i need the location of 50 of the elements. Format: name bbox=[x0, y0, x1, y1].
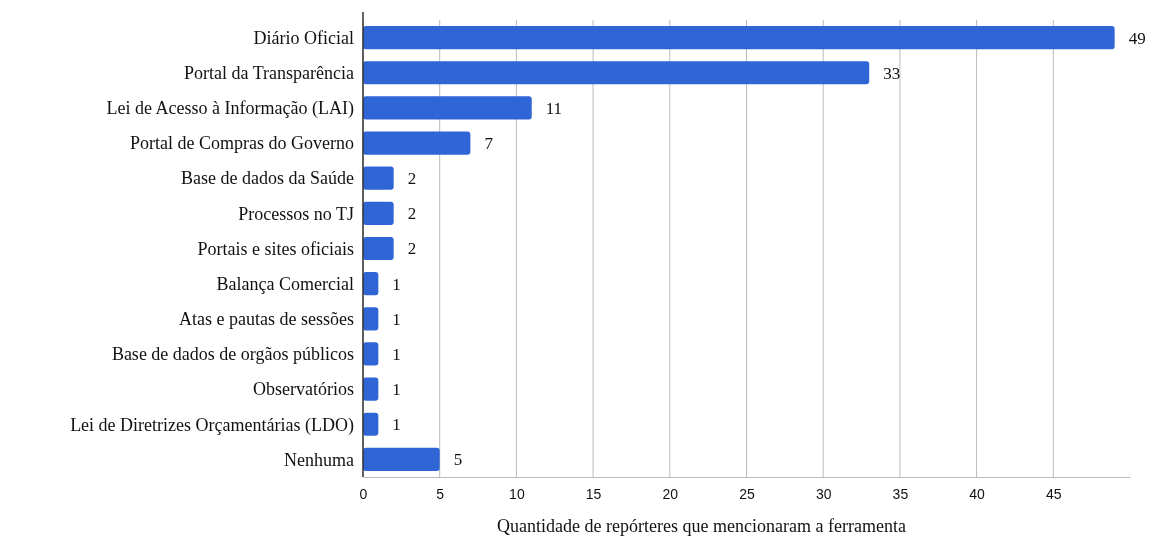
data-label: 1 bbox=[392, 309, 401, 329]
bar bbox=[363, 412, 379, 436]
y-tick-label: Observatórios bbox=[253, 379, 354, 400]
bar bbox=[363, 307, 379, 331]
bar bbox=[363, 201, 394, 225]
bar bbox=[363, 61, 870, 85]
y-tick-label: Nenhuma bbox=[284, 449, 354, 470]
data-label: 49 bbox=[1128, 28, 1146, 48]
y-tick-label: Processos no TJ bbox=[238, 203, 354, 224]
x-axis-title: Quantidade de repórteres que mencionaram a ferramenta bbox=[497, 516, 906, 536]
y-tick-label: Portais e sites oficiais bbox=[197, 238, 354, 259]
y-tick-label: Lei de Diretrizes Orçamentárias (LDO) bbox=[70, 414, 354, 436]
x-tick-label: 45 bbox=[1046, 485, 1062, 502]
data-label: 2 bbox=[407, 239, 417, 259]
data-label: 1 bbox=[392, 344, 401, 364]
x-tick-label: 40 bbox=[969, 485, 986, 502]
x-tick-label: 35 bbox=[892, 485, 909, 502]
x-tick-label: 15 bbox=[585, 485, 602, 502]
y-tick-label: Base de dados de orgãos públicos bbox=[111, 344, 354, 365]
bar bbox=[363, 377, 379, 401]
bar bbox=[363, 96, 532, 120]
bar bbox=[363, 25, 1115, 50]
y-tick-label: Atas e pautas de sessões bbox=[179, 309, 354, 330]
data-label: 7 bbox=[484, 133, 494, 153]
data-label: 2 bbox=[407, 204, 417, 224]
x-tick-label: 25 bbox=[739, 485, 755, 502]
x-tick-label: 0 bbox=[359, 485, 368, 502]
x-tick-label: 20 bbox=[662, 485, 679, 502]
x-tick-label: 5 bbox=[436, 485, 445, 502]
y-tick-label: Portal da Transparência bbox=[184, 63, 354, 84]
bar bbox=[363, 447, 440, 472]
data-label: 1 bbox=[392, 415, 401, 435]
data-label: 33 bbox=[883, 63, 901, 83]
y-tick-label: Base de dados da Saúde bbox=[181, 168, 355, 189]
bar bbox=[363, 166, 394, 190]
x-tick-label: 10 bbox=[509, 485, 525, 502]
y-tick-label: Portal de Compras do Governo bbox=[130, 133, 354, 154]
data-label: 5 bbox=[453, 450, 463, 470]
x-tick-label: 30 bbox=[815, 485, 832, 502]
data-label: 1 bbox=[392, 274, 401, 294]
data-label: 2 bbox=[407, 169, 417, 189]
y-tick-label: Diário Oficial bbox=[253, 27, 354, 48]
bar bbox=[363, 131, 471, 155]
bar bbox=[363, 342, 379, 366]
data-label: 1 bbox=[392, 380, 401, 400]
bar bbox=[363, 272, 379, 296]
data-label: 11 bbox=[545, 98, 563, 118]
y-tick-label: Lei de Acesso à Informação (LAI) bbox=[106, 98, 354, 120]
y-tick-label: Balança Comercial bbox=[216, 273, 354, 294]
bar bbox=[363, 236, 394, 261]
